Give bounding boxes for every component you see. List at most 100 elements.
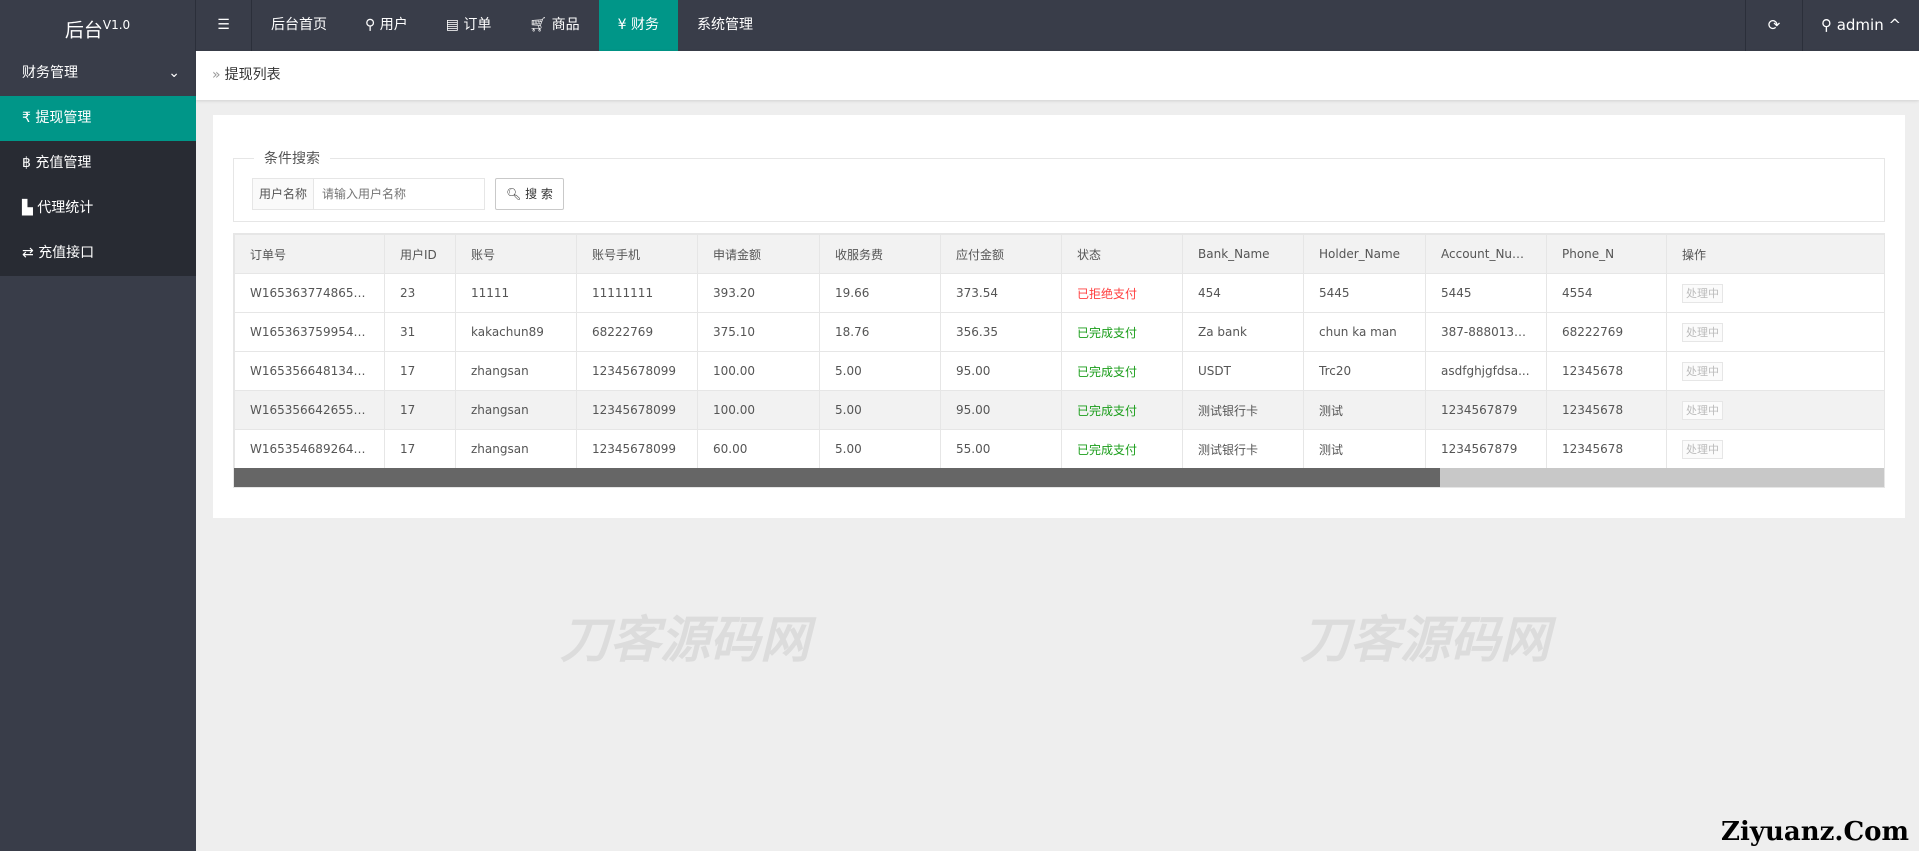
table-cell: kakachun89 [455, 312, 577, 352]
table-cell: 测试银行卡 [1182, 429, 1304, 469]
column-header-action: 操作 [1666, 234, 1884, 274]
table-cell: 5.00 [819, 429, 941, 469]
table-cell: 387-8880132... [1425, 312, 1547, 352]
breadcrumb-current: 提现列表 [224, 67, 281, 83]
table-cell: 373.54 [940, 273, 1062, 313]
table-cell: W165356642655610 [234, 390, 385, 430]
table-row: W165363759954359 31 kakachun89 68222769 375.… [234, 312, 1884, 352]
table-cell: chun ka man [1303, 312, 1426, 352]
process-button[interactable]: 处理中 [1682, 284, 1723, 303]
table-cell: 5445 [1303, 273, 1426, 313]
table-row: W165354689264853 17 zhangsan 12345678099 60.… [234, 429, 1884, 469]
action-cell: 处理中 [1666, 312, 1884, 352]
process-button[interactable]: 处理中 [1682, 440, 1723, 459]
user-menu[interactable]: ⚲ admin ^ [1802, 0, 1919, 51]
action-cell: 处理中 [1666, 273, 1884, 313]
bitcoin-icon: ฿ [22, 155, 31, 171]
nav-orders-label: 订单 [463, 17, 492, 33]
table-cell: Za bank [1182, 312, 1304, 352]
sidebar-item-label: 代理统计 [37, 200, 94, 216]
table-cell: W165356648134531 [234, 351, 385, 391]
table-cell: 393.20 [697, 273, 820, 313]
refresh-icon[interactable]: ⟳ [1745, 0, 1802, 51]
process-button[interactable]: 处理中 [1682, 401, 1723, 420]
table-row: W165363774865741 23 11111 11111111 393.20 19.… [234, 273, 1884, 313]
status-badge: 已完成支付 [1061, 429, 1183, 469]
status-badge: 已完成支付 [1061, 351, 1183, 391]
column-header: 账号手机 [576, 234, 698, 274]
nav-finance[interactable]: ¥ 财务 [598, 0, 678, 51]
table-cell: 68222769 [576, 312, 698, 352]
table-cell: 12345678 [1546, 429, 1667, 469]
sidebar: 财务管理 ⌄ ₹ 提现管理 ฿ 充值管理 ▙ 代理统计 ⇄ 充值接口 [0, 51, 196, 851]
table-cell: 12345678099 [576, 429, 698, 469]
column-header: 用户ID [384, 234, 456, 274]
search-legend: 条件搜索 [264, 151, 320, 167]
table-cell: 100.00 [697, 351, 820, 391]
search-button-label: 搜 索 [525, 187, 553, 201]
table-cell: zhangsan [455, 351, 577, 391]
watermark: 刀客源码网 [1300, 611, 1550, 669]
nav-products-label: 商品 [551, 17, 580, 33]
nav-users[interactable]: ⚲ 用户 [365, 17, 408, 33]
table-cell: 测试 [1303, 429, 1426, 469]
table-cell: 测试银行卡 [1182, 390, 1304, 430]
nav-products[interactable]: 🛒︎ 商品 [529, 17, 580, 33]
sidebar-item-withdraw[interactable]: ₹ 提现管理 [0, 96, 196, 141]
nav-orders[interactable]: ▤ 订单 [445, 17, 492, 33]
chart-icon: ▙ [22, 200, 33, 216]
column-header: Account_Num... [1425, 234, 1547, 274]
table-cell: 17 [384, 429, 456, 469]
action-cell: 处理中 [1666, 351, 1884, 391]
sidebar-group-finance[interactable]: 财务管理 ⌄ [0, 51, 196, 96]
table-cell: 55.00 [940, 429, 1062, 469]
column-header: 状态 [1061, 234, 1183, 274]
table-cell: 11111 [455, 273, 577, 313]
sidebar-item-label: 充值接口 [38, 245, 95, 261]
table-cell: 12345678 [1546, 351, 1667, 391]
nav-system[interactable]: 系统管理 [697, 17, 753, 33]
sidebar-item-agent-stats[interactable]: ▙ 代理统计 [0, 186, 196, 231]
table-cell: 12345678099 [576, 390, 698, 430]
sidebar-item-label: 充值管理 [35, 155, 92, 171]
sidebar-item-recharge[interactable]: ฿ 充值管理 [0, 141, 196, 186]
column-header: 账号 [455, 234, 577, 274]
breadcrumb: » 提现列表 [196, 51, 1919, 100]
exchange-icon: ⇄ [22, 245, 34, 261]
table-cell: 95.00 [940, 390, 1062, 430]
table-cell: 356.35 [940, 312, 1062, 352]
app-title: 后台 [64, 19, 103, 42]
horizontal-scrollbar[interactable] [234, 468, 1884, 487]
sidebar-item-recharge-api[interactable]: ⇄ 充值接口 [0, 231, 196, 276]
column-header: Phone_N [1546, 234, 1667, 274]
status-badge: 已完成支付 [1061, 390, 1183, 430]
column-header: 收服务费 [819, 234, 941, 274]
table-cell: 12345678099 [576, 351, 698, 391]
top-nav: ☰ 后台首页 ⚲ 用户 ▤ 订单 🛒︎ 商品 ¥ 财务 系统管理 [196, 0, 772, 51]
table-cell: asdfghjgfdsa... [1425, 351, 1547, 391]
username-input[interactable] [314, 178, 486, 210]
action-cell: 处理中 [1666, 390, 1884, 430]
table-cell: W165354689264853 [234, 429, 385, 469]
chevron-down-icon: ⌄ [168, 65, 180, 81]
column-header: Holder_Name [1303, 234, 1426, 274]
search-icon: 🔍︎ [506, 187, 522, 201]
table-cell: 1234567879 [1425, 390, 1547, 430]
process-button[interactable]: 处理中 [1682, 362, 1723, 381]
status-badge: 已完成支付 [1061, 312, 1183, 352]
scrollbar-thumb[interactable] [234, 468, 1440, 487]
sidebar-item-label: 提现管理 [35, 110, 92, 126]
rupee-icon: ₹ [22, 110, 31, 126]
nav-home[interactable]: 后台首页 [271, 17, 327, 33]
user-name: admin [1836, 16, 1884, 34]
column-header: 应付金额 [940, 234, 1062, 274]
menu-toggle-icon[interactable]: ☰ [196, 0, 252, 51]
table-cell: 1234567879 [1425, 429, 1547, 469]
sidebar-group-label: 财务管理 [22, 65, 78, 81]
process-button[interactable]: 处理中 [1682, 323, 1723, 342]
double-chevron-icon: » [212, 67, 221, 83]
table-cell: W165363759954359 [234, 312, 385, 352]
table-cell: 100.00 [697, 390, 820, 430]
table-row: W165356642655610 17 zhangsan 12345678099 100… [234, 390, 1884, 430]
search-button[interactable]: 🔍︎ 搜 索 [495, 178, 564, 210]
